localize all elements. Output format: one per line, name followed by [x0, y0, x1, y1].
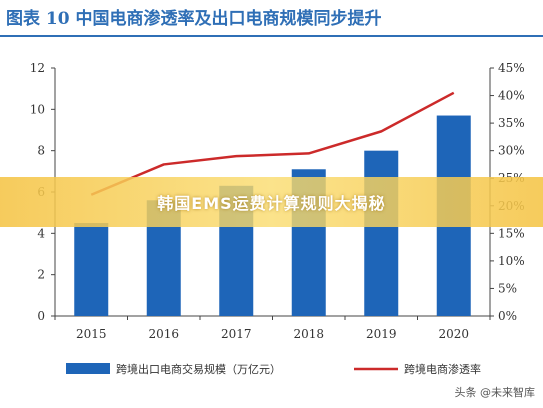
legend-line-label: 跨境电商渗透率: [404, 362, 481, 376]
y-left-tick-label: 2: [37, 268, 45, 282]
y-right-tick-label: 10%: [498, 254, 525, 268]
x-tick-label: 2019: [366, 327, 397, 341]
overlay-banner: 韩国EMS运费计算规则大揭秘: [0, 177, 543, 227]
x-tick-label: 2018: [293, 327, 324, 341]
y-left-tick-label: 4: [37, 226, 45, 240]
y-right-tick-label: 40%: [498, 89, 525, 103]
y-left-tick-label: 8: [37, 144, 45, 158]
legend-bar-label: 跨境出口电商交易规模（万亿元）: [116, 362, 281, 376]
y-left-tick-label: 10: [30, 102, 45, 116]
bar-2015: [74, 223, 109, 316]
y-left-tick-label: 12: [30, 61, 45, 75]
y-right-tick-label: 15%: [498, 226, 525, 240]
y-right-tick-label: 30%: [498, 144, 525, 158]
page-title: 图表 10 中国电商渗透率及出口电商规模同步提升: [6, 9, 382, 29]
y-right-tick-label: 5%: [498, 281, 517, 295]
chart-legend: 跨境出口电商交易规模（万亿元） 跨境电商渗透率: [66, 362, 481, 376]
y-right-tick-label: 35%: [498, 116, 525, 130]
title-divider: [0, 35, 543, 37]
penetration-line: [90, 91, 455, 196]
x-tick-label: 2016: [148, 327, 179, 341]
x-tick-label: 2020: [438, 327, 469, 341]
legend-bar-swatch: [66, 363, 110, 374]
bar-2019: [364, 150, 399, 316]
y-right-tick-label: 45%: [498, 61, 525, 75]
y-right-tick-label: 0%: [498, 309, 517, 323]
x-tick-label: 2015: [76, 327, 107, 341]
banner-text: 韩国EMS运费计算规则大揭秘: [157, 194, 386, 213]
x-tick-label: 2017: [221, 327, 252, 341]
watermark: 头条 @未来智库: [454, 386, 536, 399]
y-left-tick-label: 0: [37, 309, 45, 323]
